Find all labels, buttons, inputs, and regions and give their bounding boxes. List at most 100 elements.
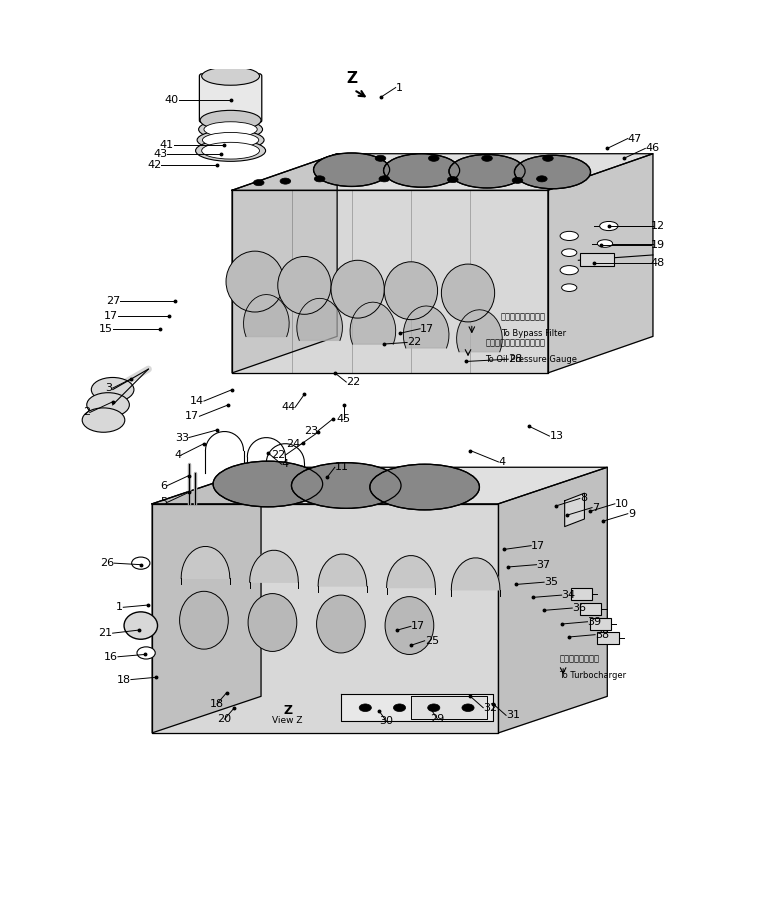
Ellipse shape bbox=[196, 140, 266, 162]
FancyBboxPatch shape bbox=[590, 618, 611, 630]
Text: 6: 6 bbox=[161, 480, 167, 490]
Text: 11: 11 bbox=[335, 462, 349, 472]
Polygon shape bbox=[387, 556, 435, 587]
Text: View Z: View Z bbox=[272, 717, 303, 726]
Text: 22: 22 bbox=[346, 377, 361, 387]
Ellipse shape bbox=[428, 704, 440, 711]
Ellipse shape bbox=[248, 594, 297, 651]
Ellipse shape bbox=[82, 408, 125, 432]
Ellipse shape bbox=[197, 130, 264, 150]
Polygon shape bbox=[232, 154, 653, 190]
Text: 33: 33 bbox=[175, 433, 189, 443]
Text: 4: 4 bbox=[498, 457, 505, 467]
Text: To Turbocharger: To Turbocharger bbox=[559, 671, 626, 680]
Polygon shape bbox=[152, 504, 498, 733]
Text: 17: 17 bbox=[185, 411, 199, 421]
Polygon shape bbox=[451, 558, 500, 590]
Polygon shape bbox=[411, 696, 487, 719]
Text: 14: 14 bbox=[189, 396, 204, 406]
Ellipse shape bbox=[600, 222, 618, 231]
Ellipse shape bbox=[124, 612, 158, 639]
Text: 32: 32 bbox=[483, 703, 498, 713]
Text: 17: 17 bbox=[420, 324, 435, 334]
Text: 10: 10 bbox=[615, 498, 629, 509]
Text: 24: 24 bbox=[286, 439, 301, 449]
Ellipse shape bbox=[393, 704, 406, 711]
Text: 5: 5 bbox=[161, 497, 167, 507]
Ellipse shape bbox=[560, 266, 578, 275]
Text: 27: 27 bbox=[106, 295, 120, 305]
Ellipse shape bbox=[314, 153, 390, 187]
Ellipse shape bbox=[132, 557, 150, 569]
Polygon shape bbox=[232, 154, 337, 373]
Ellipse shape bbox=[375, 155, 386, 162]
Polygon shape bbox=[498, 467, 607, 733]
Ellipse shape bbox=[482, 155, 492, 162]
Ellipse shape bbox=[359, 704, 371, 711]
Ellipse shape bbox=[537, 176, 547, 182]
Text: 37: 37 bbox=[537, 559, 551, 569]
Ellipse shape bbox=[180, 591, 228, 649]
Text: 17: 17 bbox=[103, 311, 118, 321]
Ellipse shape bbox=[514, 155, 591, 189]
Ellipse shape bbox=[428, 155, 439, 162]
Text: 2: 2 bbox=[83, 408, 90, 418]
Polygon shape bbox=[232, 190, 548, 373]
Ellipse shape bbox=[441, 264, 495, 321]
Text: 40: 40 bbox=[164, 95, 179, 105]
Text: 17: 17 bbox=[531, 541, 546, 550]
Text: 20: 20 bbox=[218, 714, 231, 724]
Text: 3: 3 bbox=[106, 383, 113, 393]
Ellipse shape bbox=[291, 462, 401, 508]
Polygon shape bbox=[565, 493, 584, 526]
FancyBboxPatch shape bbox=[597, 631, 619, 644]
Text: 13: 13 bbox=[549, 431, 563, 441]
Polygon shape bbox=[152, 467, 261, 733]
Ellipse shape bbox=[204, 122, 257, 137]
Polygon shape bbox=[244, 295, 289, 337]
Ellipse shape bbox=[384, 262, 438, 320]
Polygon shape bbox=[181, 547, 230, 578]
Text: 44: 44 bbox=[281, 402, 295, 412]
Text: 4: 4 bbox=[174, 450, 181, 460]
Ellipse shape bbox=[512, 177, 523, 183]
Text: Z: Z bbox=[283, 704, 292, 718]
Text: To Oil Pressure Gauge: To Oil Pressure Gauge bbox=[486, 355, 578, 364]
Text: 48: 48 bbox=[651, 258, 665, 268]
Text: オイルプレッシャゲージへ: オイルプレッシャゲージへ bbox=[486, 338, 546, 347]
Text: 29: 29 bbox=[431, 714, 444, 724]
Text: 46: 46 bbox=[645, 144, 660, 154]
Text: 16: 16 bbox=[104, 652, 118, 662]
Ellipse shape bbox=[87, 392, 129, 417]
Ellipse shape bbox=[331, 260, 384, 318]
Text: 45: 45 bbox=[337, 414, 351, 424]
Ellipse shape bbox=[370, 464, 479, 510]
Text: To Bypass Filter: To Bypass Filter bbox=[501, 329, 566, 338]
Text: 35: 35 bbox=[544, 577, 558, 587]
Ellipse shape bbox=[226, 251, 284, 312]
Text: 18: 18 bbox=[210, 699, 224, 709]
Text: 1: 1 bbox=[116, 603, 123, 612]
Polygon shape bbox=[341, 694, 493, 721]
Ellipse shape bbox=[379, 176, 390, 182]
Polygon shape bbox=[250, 550, 298, 582]
Ellipse shape bbox=[213, 462, 323, 506]
Text: 9: 9 bbox=[628, 508, 635, 519]
Text: 8: 8 bbox=[580, 494, 587, 504]
Text: 15: 15 bbox=[99, 324, 113, 334]
Ellipse shape bbox=[597, 240, 613, 247]
Text: 36: 36 bbox=[572, 603, 586, 613]
Text: 34: 34 bbox=[562, 590, 576, 600]
Text: 38: 38 bbox=[595, 629, 610, 639]
Ellipse shape bbox=[91, 377, 134, 401]
Text: 19: 19 bbox=[651, 240, 665, 250]
Text: 7: 7 bbox=[592, 503, 599, 513]
Ellipse shape bbox=[202, 132, 259, 147]
Text: 22: 22 bbox=[407, 338, 422, 348]
Ellipse shape bbox=[317, 595, 365, 653]
Polygon shape bbox=[350, 302, 396, 344]
Text: 41: 41 bbox=[159, 139, 174, 150]
Text: 17: 17 bbox=[411, 621, 425, 631]
Ellipse shape bbox=[278, 257, 331, 314]
Text: 47: 47 bbox=[628, 134, 642, 144]
